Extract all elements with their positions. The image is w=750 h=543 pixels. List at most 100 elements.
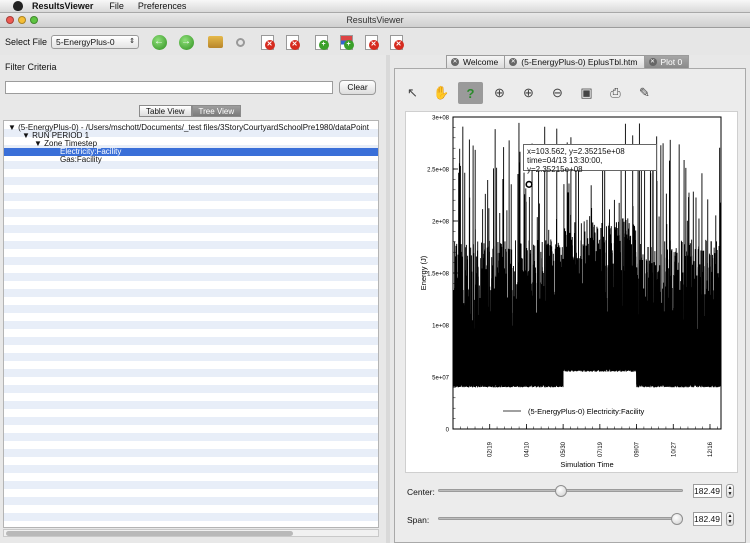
center-label: Center: [407,487,435,497]
highlight-point [525,180,533,188]
splitter-handle[interactable] [386,55,390,543]
zoom-in-button[interactable]: ⊕ [516,82,541,104]
tab-label: (5-EnergyPlus-0) EplusTbl.htm [521,57,638,67]
forward-button[interactable]: → [176,32,196,52]
tree-row-timestep[interactable]: ▼ Zone Timestep [4,140,378,148]
x-tick-label: 10/27 [671,441,677,457]
tree-timestep-label: Zone Timestep [44,139,98,148]
add-series-button[interactable]: + [336,32,356,52]
close-tab-icon[interactable]: ✕ [648,58,657,66]
table-view-tab[interactable]: Table View [139,105,192,117]
arrow-right-icon: → [178,34,194,50]
remove-plot-button[interactable]: ✕ [361,32,381,52]
open-file-button[interactable] [205,32,225,52]
tooltip-line-1: x=103.562, y=2.35215e+08 [527,147,625,156]
tree-view-tab[interactable]: Tree View [191,105,242,117]
apple-icon[interactable] [13,1,23,11]
properties-button[interactable]: ✎ [632,82,657,104]
x-tick-label: 09/07 [635,441,641,457]
hand-icon: ✋ [433,85,450,100]
tooltip-line-2: time=04/13 13:30:00, y=2.35215e+08 [527,156,603,174]
data-tooltip: x=103.562, y=2.35215e+08 time=04/13 13:3… [523,144,657,174]
tab-eplustbl[interactable]: ✕ (5-EnergyPlus-0) EplusTbl.htm [504,55,645,68]
minimize-window-button[interactable] [18,16,26,24]
y-tick-label: 5e+07 [432,376,450,382]
series-remove-icon: ✕ [389,34,404,50]
zoom-out-button[interactable]: ⊖ [545,82,570,104]
span-value-field[interactable]: 182.49 [693,512,722,526]
horizontal-scrollbar[interactable] [3,529,379,537]
close-tab-icon[interactable]: ✕ [451,58,459,66]
filter-input[interactable] [5,81,333,94]
zoom-box-button[interactable]: ⊕ [487,82,512,104]
close-window-button[interactable] [6,16,14,24]
menu-preferences[interactable]: Preferences [137,1,187,11]
add-plot-button[interactable]: + [311,32,331,52]
document-remove-icon: ✕ [260,34,275,50]
tree-item-electricity[interactable]: Electricity:Facility [4,148,378,156]
clear-button[interactable]: Clear [339,80,376,95]
tab-label: Plot 0 [660,57,683,67]
select-file-label: Select File [5,37,48,47]
close-tab-icon[interactable]: ✕ [509,58,518,66]
variable-tree[interactable]: ▼ (5-EnergyPlus-0) - /Users/mschott/Docu… [3,120,379,528]
disclosure-down-icon[interactable]: ▼ [22,131,33,140]
app-menu[interactable]: ResultsViewer [32,1,94,11]
span-slider-knob[interactable] [671,513,683,525]
back-button[interactable]: ← [149,32,169,52]
tree-row-root[interactable]: ▼ (5-EnergyPlus-0) - /Users/mschott/Docu… [4,124,378,132]
save-icon: ▣ [580,85,593,100]
zoom-in-icon: ⊕ [523,85,534,100]
filter-criteria-label: Filter Criteria [5,62,57,72]
question-pointer-icon: ? [466,85,475,101]
left-panel: Filter Criteria Clear Table View Tree Vi… [0,55,386,543]
search-file-button[interactable] [230,32,250,52]
open-folder-icon [207,36,223,48]
select-file-value: 5-EnergyPlus-0 [56,37,115,47]
zoom-out-icon: ⊖ [552,85,563,100]
series-line [452,122,722,389]
query-tool-button[interactable]: ? [458,82,483,104]
tab-label: Welcome [463,57,499,67]
x-axis-label: Simulation Time [560,460,613,469]
pointer-tool-button[interactable]: ↖ [400,82,425,104]
zoom-window-button[interactable] [30,16,38,24]
arrow-left-icon: ← [151,34,167,50]
tab-bar: ✕ Welcome ✕ (5-EnergyPlus-0) EplusTbl.htm … [446,55,690,68]
span-label: Span: [407,515,430,525]
y-tick-label: 1e+08 [432,324,450,330]
plot-toolbar: ↖ ✋ ? ⊕ ⊕ ⊖ ▣ ⎙ ✎ [400,81,661,105]
tab-plot-0[interactable]: ✕ Plot 0 [643,55,690,68]
tab-welcome[interactable]: ✕ Welcome [446,55,506,68]
disclosure-down-icon[interactable]: ▼ [34,139,45,148]
pan-tool-button[interactable]: ✋ [429,82,454,104]
span-stepper[interactable]: ▲ ▼ [726,512,734,526]
tree-root-label: (5-EnergyPlus-0) - /Users/mschott/Docume… [18,123,369,132]
scrollbar-thumb[interactable] [6,531,293,536]
center-stepper[interactable]: ▲ ▼ [726,484,734,498]
remove-file-button[interactable]: ✕ [257,32,277,52]
tree-item-gas[interactable]: Gas:Facility [60,155,102,164]
tree-row-period[interactable]: ▼ RUN PERIOD 1 [4,132,378,140]
center-slider-knob[interactable] [554,485,567,497]
x-tick-label: 04/10 [524,441,530,457]
center-value-field[interactable]: 182.49 [693,484,722,498]
span-slider-track[interactable] [438,517,683,520]
remove-all-files-button[interactable]: ✕ [282,32,302,52]
menu-file[interactable]: File [109,1,124,11]
toolbar: Select File 5-EnergyPlus-0 ⇕ ← → ✕ ✕ + + … [0,29,750,55]
remove-series-button[interactable]: ✕ [386,32,406,52]
x-tick-label: 12/16 [708,441,714,457]
y-axis-label: Energy (J) [419,255,428,290]
y-tick-label: 3e+08 [432,116,450,122]
menu-bar: ResultsViewer File Preferences [0,0,750,13]
plot-canvas[interactable]: 3e+08 2.5e+08 2e+08 1.5e+08 1e+08 5e+07 0 02/19… [405,111,738,473]
save-image-button[interactable]: ▣ [574,82,599,104]
disclosure-down-icon[interactable]: ▼ [8,123,19,132]
y-tick-label: 1.5e+08 [427,272,450,278]
plot-add-icon: + [314,34,329,50]
x-tick-label: 07/19 [598,441,604,457]
print-button[interactable]: ⎙ [603,82,628,104]
y-tick-label: 2e+08 [432,220,450,226]
select-file-dropdown[interactable]: 5-EnergyPlus-0 ⇕ [51,35,140,49]
